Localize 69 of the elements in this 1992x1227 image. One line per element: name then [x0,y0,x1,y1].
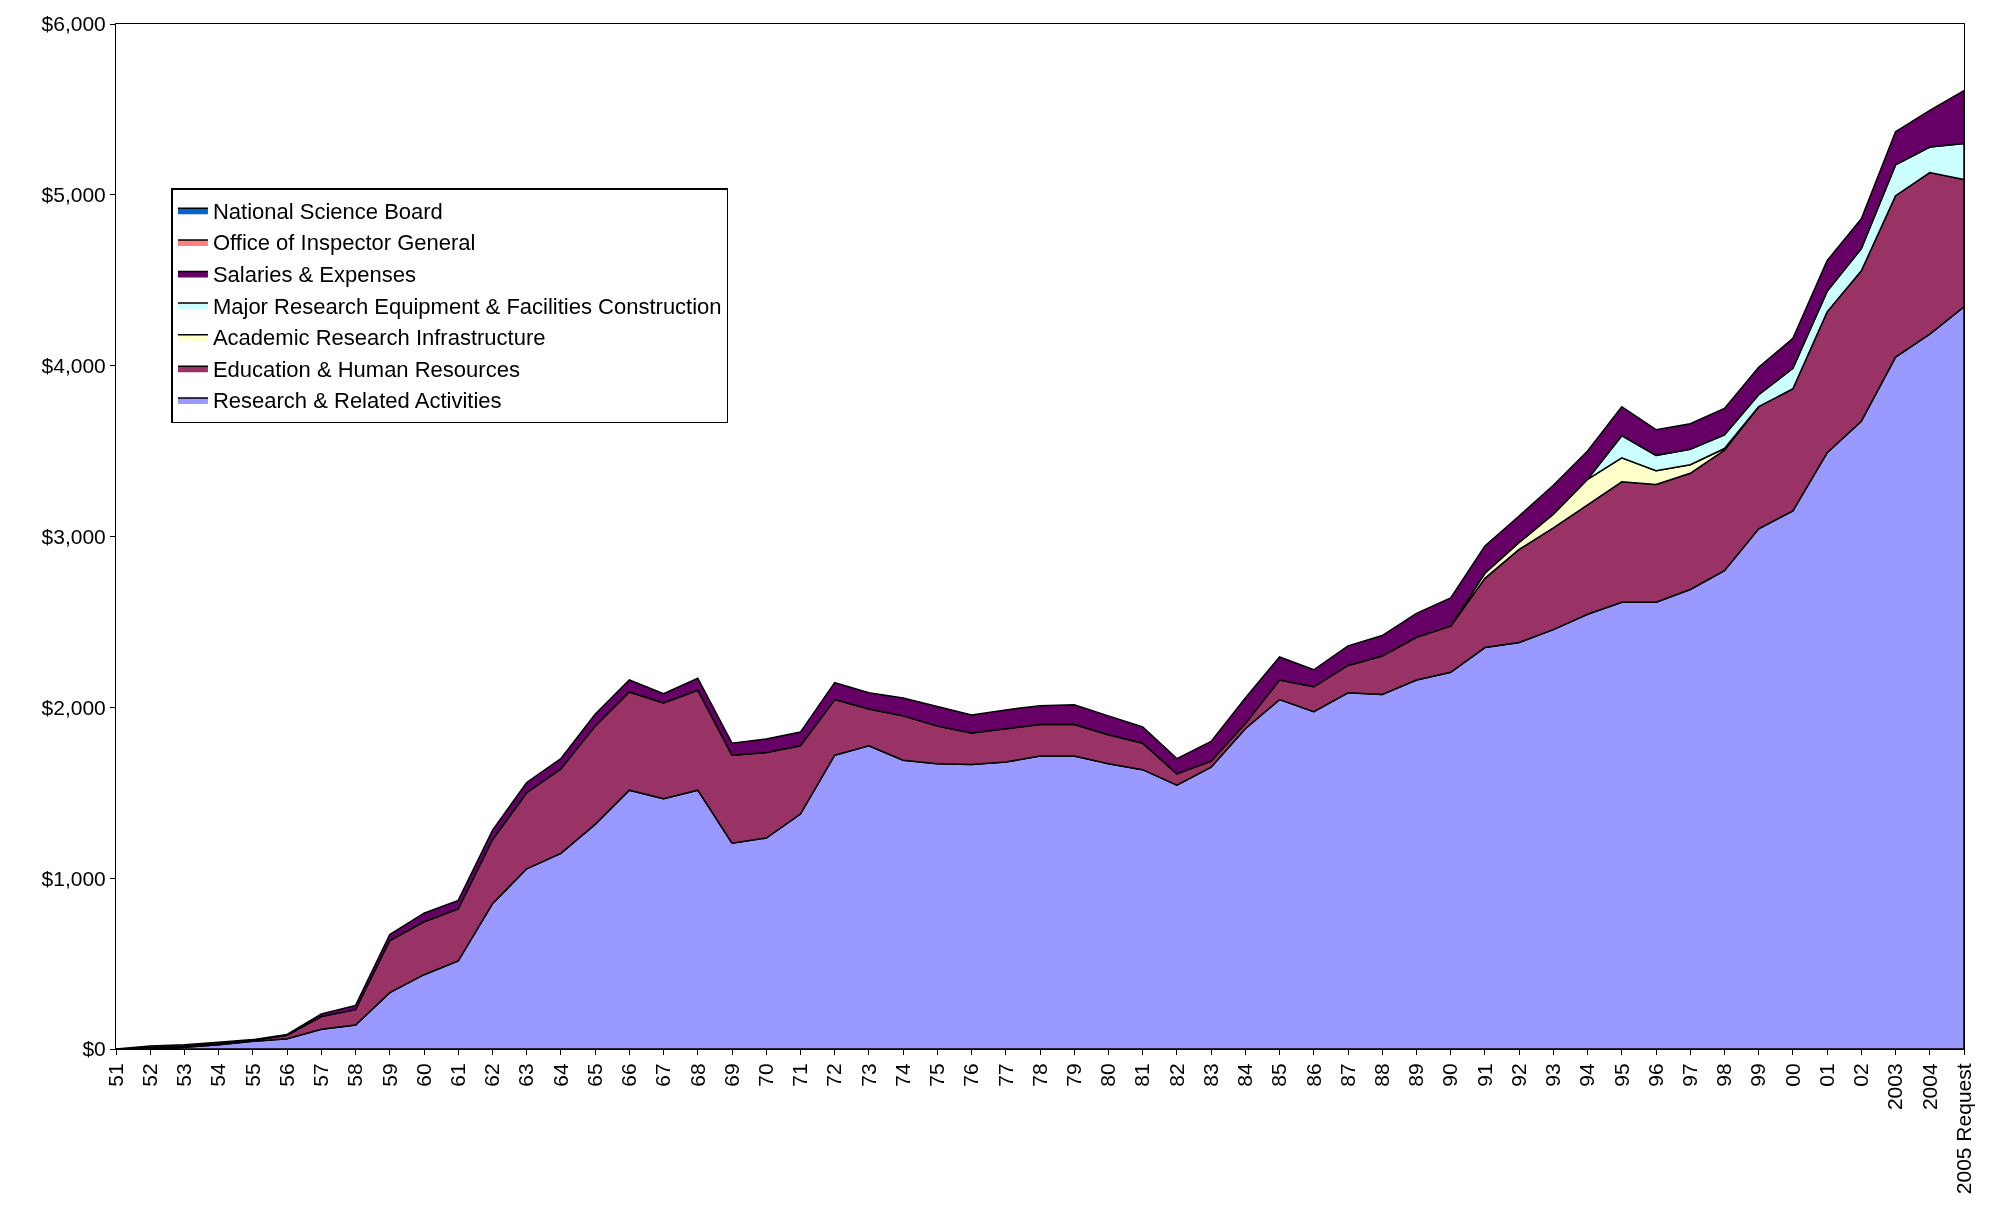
x-tick-label: 2004 [1917,1063,1941,1111]
x-tick-label: 94 [1575,1063,1599,1087]
x-tick-label: 92 [1506,1063,1530,1087]
x-tick-label: 98 [1712,1063,1736,1087]
x-tick-label: 84 [1233,1063,1257,1087]
x-tick-label: 74 [890,1063,914,1087]
x-tick-label: 71 [788,1063,812,1087]
legend-label: National Science Board [212,198,443,224]
x-tick-label: 59 [377,1063,401,1087]
x-tick-label: 54 [206,1063,230,1087]
x-tick-label: 89 [1404,1063,1428,1087]
x-tick-label: 01 [1814,1063,1838,1087]
y-tick-label: $4,000 [41,354,106,378]
x-tick-label: 91 [1472,1063,1496,1087]
x-tick-label: 51 [103,1063,127,1087]
x-tick-label: 78 [1027,1063,1051,1087]
legend-label: Salaries & Expenses [212,262,416,288]
y-tick-label: $0 [82,1037,106,1061]
x-tick-label: 02 [1849,1063,1873,1087]
x-tick-label: 99 [1746,1063,1770,1087]
x-tick-label: 53 [172,1063,196,1087]
x-tick-label: 68 [685,1063,709,1087]
y-tick-label: $2,000 [41,695,106,719]
x-tick-label: 73 [856,1063,880,1087]
x-tick-label: 88 [1370,1063,1394,1087]
legend-label: Research & Related Activities [212,388,502,414]
x-tick-label: 95 [1609,1063,1633,1087]
x-tick-label: 62 [480,1063,504,1087]
x-tick-label: 00 [1780,1063,1804,1087]
x-tick-label: 52 [138,1063,162,1087]
x-tick-label: 75 [925,1063,949,1087]
x-tick-label: 60 [411,1063,435,1087]
y-tick-label: $6,000 [41,12,106,36]
y-tick-label: $5,000 [41,183,106,207]
x-tick-label: 90 [1438,1063,1462,1087]
x-tick-label: 56 [274,1063,298,1087]
x-tick-label: 57 [309,1063,333,1087]
x-tick-label: 72 [822,1063,846,1087]
x-tick-label: 65 [582,1063,606,1087]
x-tick-label: 2005 Request [1951,1063,1975,1195]
x-tick-label: 58 [343,1063,367,1087]
y-tick-label: $3,000 [41,524,106,548]
x-tick-label: 76 [959,1063,983,1087]
x-tick-label: 79 [1062,1063,1086,1087]
x-tick-label: 63 [514,1063,538,1087]
x-tick-label: 69 [719,1063,743,1087]
x-tick-label: 97 [1678,1063,1702,1087]
x-tick-label: 2003 [1883,1063,1907,1111]
y-tick-label: $1,000 [41,866,106,890]
x-tick-label: 66 [617,1063,641,1087]
x-tick-label: 67 [651,1063,675,1087]
legend-label: Office of Inspector General [212,230,476,256]
legend-label: Education & Human Resources [212,356,520,382]
x-tick-label: 86 [1301,1063,1325,1087]
legend-label: Major Research Equipment & Facilities Construction [212,293,722,319]
x-tick-label: 93 [1541,1063,1565,1087]
x-tick-label: 70 [754,1063,778,1087]
x-tick-label: 80 [1096,1063,1120,1087]
x-tick-label: 81 [1130,1063,1154,1087]
x-tick-label: 64 [548,1063,572,1087]
x-tick-label: 77 [993,1063,1017,1087]
x-tick-label: 61 [446,1063,470,1087]
x-tick-label: 82 [1164,1063,1188,1087]
legend-label: Academic Research Infrastructure [212,325,546,351]
x-tick-label: 87 [1335,1063,1359,1087]
x-tick-label: 55 [240,1063,264,1087]
x-tick-label: 96 [1643,1063,1667,1087]
x-tick-label: 85 [1267,1063,1291,1087]
x-tick-label: 83 [1198,1063,1222,1087]
